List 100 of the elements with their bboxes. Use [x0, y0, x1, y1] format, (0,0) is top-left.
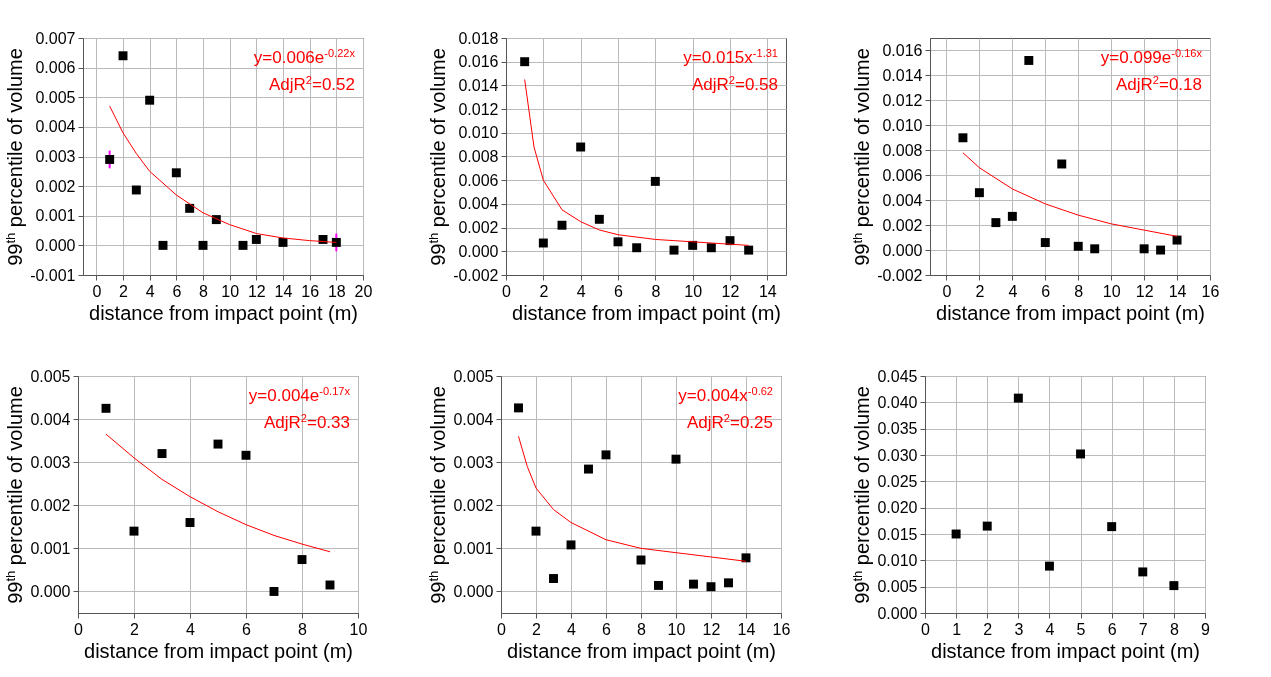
x-tick-label: 10 — [667, 620, 686, 638]
point — [982, 521, 992, 531]
x-tick-label: 8 — [1169, 620, 1179, 638]
point — [724, 578, 733, 588]
x-tick-label: 6 — [1041, 282, 1051, 300]
y-tick-label: 0.003 — [35, 148, 76, 165]
x-tick-label: 20 — [354, 282, 373, 300]
point — [145, 95, 155, 105]
point — [1139, 244, 1149, 254]
y-tick-label: -0.002 — [877, 266, 923, 284]
x-tick-label: 0 — [942, 282, 952, 300]
x-tick-label: 4 — [145, 282, 155, 300]
y-tick-label: 0.002 — [882, 216, 923, 234]
x-axis-title: distance from impact point (m) — [931, 639, 1200, 662]
x-axis-title: distance from impact point (m) — [936, 301, 1205, 324]
annotation: y=0.004x$^{-0.62}$ — [678, 385, 773, 405]
point — [671, 454, 681, 464]
point — [1076, 449, 1086, 459]
x-tick-label: 14 — [1168, 282, 1187, 300]
annotation: y=0.099e$^{-0.16x}$ — [1100, 47, 1203, 67]
x-tick-label: 4 — [576, 282, 586, 300]
y-tick-label: 0.016 — [882, 41, 923, 59]
x-tick-label: 16 — [1201, 282, 1220, 300]
point — [1040, 238, 1050, 248]
point — [238, 240, 248, 250]
y-tick-label: 0.015 — [877, 525, 918, 543]
y-tick-label: 0.000 — [458, 242, 499, 260]
point — [531, 526, 541, 536]
x-tick-label: 1 — [952, 620, 962, 638]
x-tick-label: 10 — [1102, 282, 1121, 300]
x-tick-label: 0 — [74, 620, 84, 638]
point — [129, 526, 139, 536]
y-tick-label: 0.002 — [30, 496, 71, 514]
x-tick-label: 6 — [602, 620, 612, 638]
point — [594, 214, 604, 224]
point — [958, 133, 968, 143]
point — [1073, 241, 1083, 251]
y-tick-label: 0.020 — [877, 499, 918, 517]
point — [1090, 244, 1100, 254]
y-tick-label: 0.000 — [35, 236, 76, 254]
x-tick-label: 6 — [242, 620, 252, 638]
point — [584, 464, 593, 474]
x-tick-label: 9 — [1201, 620, 1211, 638]
y-tick-label: 0.003 — [30, 453, 71, 471]
point — [158, 240, 168, 250]
y-tick-label: 0.010 — [882, 116, 923, 134]
y-tick-label: 0.004 — [458, 195, 499, 213]
y-tick-label: 0.045 — [877, 367, 918, 385]
point — [744, 245, 754, 255]
x-tick-label: 4 — [186, 620, 196, 638]
annotation: y=0.015x$^{-1.31}$ — [683, 47, 778, 67]
x-tick-label: 10 — [349, 620, 368, 638]
point — [269, 586, 279, 596]
x-tick-label: 2 — [532, 620, 542, 638]
point — [520, 57, 530, 67]
x-tick-label: 4 — [1045, 620, 1055, 638]
x-tick-label: 8 — [199, 282, 209, 300]
point — [951, 529, 961, 539]
point — [654, 580, 663, 590]
x-tick-label: 8 — [1074, 282, 1084, 300]
y-tick-label: 0.002 — [458, 219, 499, 237]
x-tick-label: 2 — [975, 282, 985, 300]
point — [185, 518, 195, 527]
point — [613, 237, 623, 247]
x-tick-label: 3 — [1014, 620, 1024, 638]
y-tick-label: 0.005 — [35, 88, 76, 106]
x-tick-label: 12 — [247, 282, 266, 300]
y-tick-label: -0.001 — [30, 266, 76, 284]
point — [566, 540, 576, 550]
y-tick-label: 0.000 — [30, 582, 71, 600]
x-tick-label: 6 — [1107, 620, 1117, 638]
x-tick-label: 12 — [721, 282, 740, 300]
y-tick-label: 0.025 — [877, 472, 918, 490]
x-tick-label: 6 — [614, 282, 624, 300]
point — [669, 245, 679, 255]
annotation: y=0.006e$^{-0.22x}$ — [253, 47, 356, 67]
point — [538, 238, 548, 248]
point — [185, 203, 195, 213]
annotation: y=0.004e$^{-0.17x}$ — [248, 385, 351, 405]
x-tick-label: 10 — [684, 282, 703, 300]
point — [1044, 561, 1054, 571]
point — [1057, 159, 1067, 169]
point — [105, 154, 115, 164]
y-tick-label: 0.004 — [35, 118, 76, 136]
y-tick-label: 0.035 — [877, 420, 918, 438]
x-tick-label: 12 — [702, 620, 721, 638]
annotation: AdjR$^{2}$=0.33 — [263, 412, 350, 432]
y-tick-label: 0.012 — [458, 100, 499, 118]
annotation: AdjR$^{2}$=0.58 — [691, 74, 778, 94]
x-axis-title: distance from impact point (m) — [89, 301, 358, 324]
y-tick-label: 0.007 — [35, 29, 76, 47]
point — [514, 403, 523, 413]
y-tick-label: 0.000 — [877, 604, 918, 622]
point — [1172, 235, 1182, 245]
line-series — [105, 433, 331, 553]
point — [557, 220, 567, 230]
point — [974, 188, 984, 198]
x-tick-label: 12 — [1135, 282, 1154, 300]
x-axis-title: distance from impact point (m) — [512, 301, 781, 324]
point — [213, 439, 223, 449]
